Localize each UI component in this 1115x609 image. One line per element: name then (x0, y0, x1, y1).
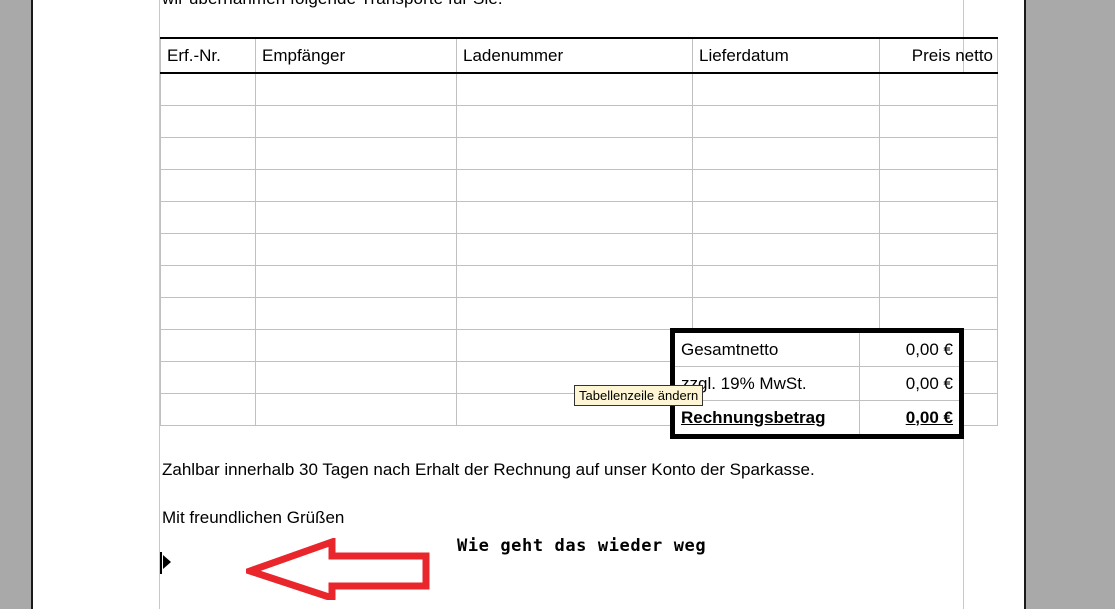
table-cell[interactable] (255, 137, 457, 170)
table-cell[interactable] (692, 233, 880, 266)
canvas-left-margin (0, 0, 31, 609)
totals-summary-box[interactable]: Gesamtnetto 0,00 € zzgl. 19% MwSt. 0,00 € Re… (670, 328, 964, 439)
table-cell[interactable] (160, 329, 256, 362)
table-row[interactable] (160, 297, 998, 330)
table-cell[interactable] (879, 72, 998, 106)
table-cell[interactable] (692, 265, 880, 298)
table-cell[interactable] (160, 201, 256, 234)
table-cell[interactable] (255, 329, 457, 362)
table-cell[interactable] (879, 105, 998, 138)
closing-paragraph[interactable]: Mit freundlichen Grüßen (162, 508, 345, 527)
totals-row-label: Rechnungsbetrag (675, 400, 860, 434)
table-cell[interactable] (456, 169, 693, 202)
table-cell[interactable] (456, 137, 693, 170)
totals-row-value: 0,00 € (859, 333, 959, 367)
canvas-right-margin (1028, 0, 1115, 609)
table-cell[interactable] (692, 169, 880, 202)
table-cell[interactable] (692, 297, 880, 330)
totals-row[interactable]: Rechnungsbetrag 0,00 € (675, 400, 959, 434)
totals-row-label: zzgl. 19% MwSt. (675, 366, 860, 401)
totals-table[interactable]: Gesamtnetto 0,00 € zzgl. 19% MwSt. 0,00 € Re… (675, 333, 959, 434)
table-cell[interactable] (692, 105, 880, 138)
column-header-empfaenger[interactable]: Empfänger (255, 37, 457, 74)
transport-table[interactable]: Erf.-Nr. Empfänger Ladenummer Lieferdatu… (160, 37, 998, 426)
table-row[interactable] (160, 137, 998, 170)
table-row[interactable] (160, 201, 998, 234)
table-cell[interactable] (255, 72, 457, 106)
table-cell[interactable] (456, 105, 693, 138)
table-cell[interactable] (692, 137, 880, 170)
table-cell[interactable] (879, 169, 998, 202)
totals-row-value: 0,00 € (859, 400, 959, 434)
column-header-erf-nr[interactable]: Erf.-Nr. (160, 37, 256, 74)
caret-triangle-icon (160, 552, 171, 574)
table-cell[interactable] (255, 233, 457, 266)
table-cell[interactable] (160, 361, 256, 394)
table-row[interactable] (160, 233, 998, 266)
table-cell[interactable] (160, 393, 256, 426)
document-page[interactable]: wir übernahmen folgende Transporte für S… (31, 0, 1026, 609)
text-frame-left-guide (159, 0, 160, 609)
column-header-preis-netto[interactable]: Preis netto (879, 37, 998, 74)
table-cell[interactable] (879, 233, 998, 266)
table-cell[interactable] (255, 361, 457, 394)
totals-row[interactable]: zzgl. 19% MwSt. 0,00 € (675, 366, 959, 401)
table-cell[interactable] (255, 201, 457, 234)
table-cell[interactable] (456, 329, 693, 362)
table-cell[interactable] (160, 137, 256, 170)
table-cell[interactable] (456, 297, 693, 330)
table-cell[interactable] (879, 201, 998, 234)
transport-table-body[interactable] (160, 72, 998, 426)
table-header-row: Erf.-Nr. Empfänger Ladenummer Lieferdatu… (160, 37, 998, 74)
totals-row-label: Gesamtnetto (675, 333, 860, 367)
table-cell[interactable] (456, 72, 693, 106)
totals-table-body[interactable]: Gesamtnetto 0,00 € zzgl. 19% MwSt. 0,00 € Re… (675, 333, 959, 434)
row-edit-tooltip: Tabellenzeile ändern (574, 385, 704, 406)
totals-row-value: 0,00 € (859, 366, 959, 401)
text-cursor-marker (160, 552, 172, 574)
totals-row[interactable]: Gesamtnetto 0,00 € (675, 333, 959, 367)
column-header-ladenummer[interactable]: Ladenummer (456, 37, 693, 74)
table-cell[interactable] (255, 105, 457, 138)
column-header-lieferdatum[interactable]: Lieferdatum (692, 37, 880, 74)
table-cell[interactable] (255, 265, 457, 298)
table-cell[interactable] (456, 233, 693, 266)
table-row[interactable] (160, 265, 998, 298)
handwritten-annotation-text[interactable]: Wie geht das wieder weg (457, 536, 707, 556)
table-cell[interactable] (692, 201, 880, 234)
table-row[interactable] (160, 169, 998, 202)
arrow-outline (239, 537, 430, 603)
table-cell[interactable] (160, 105, 256, 138)
table-row[interactable] (160, 105, 998, 138)
table-cell[interactable] (160, 265, 256, 298)
table-cell[interactable] (255, 297, 457, 330)
table-cell[interactable] (456, 201, 693, 234)
intro-paragraph[interactable]: wir übernahmen folgende Transporte für S… (162, 0, 503, 9)
table-cell[interactable] (160, 169, 256, 202)
table-cell[interactable] (160, 233, 256, 266)
table-cell[interactable] (160, 297, 256, 330)
table-row[interactable] (160, 72, 998, 106)
table-cell[interactable] (692, 72, 880, 106)
table-cell[interactable] (160, 72, 256, 106)
red-arrow-annotation[interactable] (239, 537, 430, 603)
table-cell[interactable] (879, 297, 998, 330)
table-cell[interactable] (879, 265, 998, 298)
left-arrow-icon (239, 537, 430, 603)
table-cell[interactable] (456, 265, 693, 298)
table-cell[interactable] (879, 137, 998, 170)
payment-terms-paragraph[interactable]: Zahlbar innerhalb 30 Tagen nach Erhalt d… (162, 460, 815, 479)
table-cell[interactable] (255, 169, 457, 202)
table-cell[interactable] (255, 393, 457, 426)
